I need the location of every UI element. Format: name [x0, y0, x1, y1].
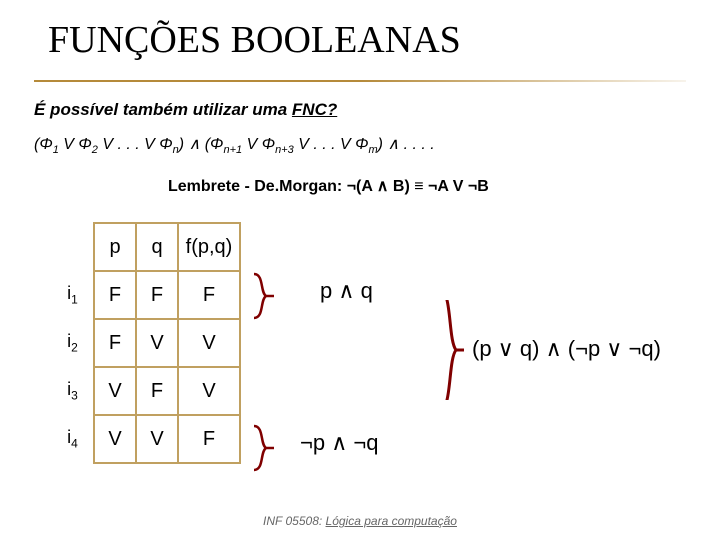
row-label-1: i1	[52, 271, 94, 319]
cell: F	[178, 415, 240, 463]
truth-table: p q f(p,q) i1 F F F i2 F V V i3 V F V i4…	[52, 222, 241, 464]
cell: F	[136, 367, 178, 415]
cell: V	[136, 319, 178, 367]
footer-course: Lógica para computação	[326, 514, 457, 528]
brace-icon	[252, 424, 276, 472]
cell: V	[178, 367, 240, 415]
footer-code: INF 05508:	[263, 514, 325, 528]
table-header-p: p	[94, 223, 136, 271]
cell: F	[94, 271, 136, 319]
table-row: i2 F V V	[52, 319, 240, 367]
cell: F	[94, 319, 136, 367]
cell: F	[136, 271, 178, 319]
row-label-4: i4	[52, 415, 94, 463]
brace-icon	[438, 300, 466, 400]
cell: V	[136, 415, 178, 463]
table-row: i4 V V F	[52, 415, 240, 463]
cell: F	[178, 271, 240, 319]
cell: V	[178, 319, 240, 367]
table-row: i1 F F F	[52, 271, 240, 319]
subtitle-fnc: FNC?	[292, 100, 337, 119]
expr-p-and-q: p ∧ q	[320, 278, 373, 304]
table-row: i3 V F V	[52, 367, 240, 415]
cell: V	[94, 367, 136, 415]
cnf-formula: (Φ1 V Φ2 V . . . V Φn) ∧ (Φn+1 V Φn+3 V …	[34, 134, 435, 156]
subtitle: É possível também utilizar uma FNC?	[34, 100, 337, 120]
subtitle-pre: É possível também utilizar uma	[34, 100, 292, 119]
page-title: FUNÇÕES BOOLEANAS	[0, 0, 720, 62]
footer: INF 05508: Lógica para computação	[0, 514, 720, 528]
table-corner	[52, 223, 94, 271]
table-header-fpq: f(p,q)	[178, 223, 240, 271]
table-header-q: q	[136, 223, 178, 271]
brace-icon	[252, 272, 276, 320]
row-label-3: i3	[52, 367, 94, 415]
row-label-2: i2	[52, 319, 94, 367]
title-underline	[34, 80, 686, 82]
expr-notp-and-notq: ¬p ∧ ¬q	[300, 430, 379, 456]
expr-cnf-result: (p ∨ q) ∧ (¬p ∨ ¬q)	[472, 336, 661, 362]
demorgan-reminder: Lembrete - De.Morgan: ¬(A ∧ B) ≡ ¬A V ¬B	[168, 176, 489, 196]
cell: V	[94, 415, 136, 463]
